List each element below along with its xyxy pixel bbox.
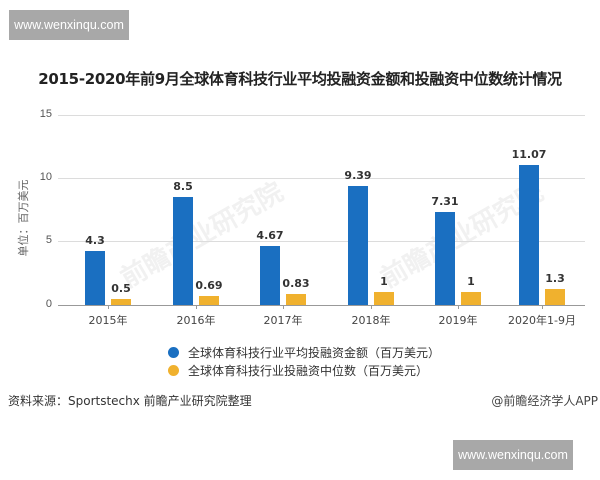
watermark-top: www.wenxinqu.com	[9, 10, 129, 40]
bar-average	[173, 197, 193, 305]
y-tick-0: 0	[45, 298, 52, 310]
x-tick-mark	[196, 305, 197, 309]
x-tick-label: 2015年	[88, 314, 128, 327]
bar-average	[260, 245, 280, 305]
data-label: 4.67	[256, 228, 284, 242]
bar-average	[435, 212, 455, 305]
data-label: 0.83	[282, 277, 310, 291]
x-tick-mark	[108, 305, 109, 309]
legend-item-median[interactable]: 全球体育科技行业投融资中位数（百万美元）	[168, 362, 428, 379]
chart-title: 2015-2020年前9月全球体育科技行业平均投融资金额和投融资中位数统计情况	[38, 70, 562, 88]
x-tick-mark	[458, 305, 459, 309]
data-label: 1.3	[545, 271, 565, 285]
data-label: 1	[467, 275, 475, 289]
bar-average	[519, 164, 539, 305]
data-label: 4.3	[85, 233, 105, 247]
bar-median	[461, 292, 481, 305]
watermark-bottom: www.wenxinqu.com	[453, 440, 573, 470]
legend-label: 全球体育科技行业投融资中位数（百万美元）	[188, 364, 429, 378]
x-tick-mark	[371, 305, 372, 309]
x-tick-label: 2018年	[351, 314, 391, 327]
source-note: 资料来源：Sportstechx 前瞻产业研究院整理	[8, 394, 252, 408]
x-tick-label: 2016年	[176, 314, 216, 327]
x-tick-mark	[283, 305, 284, 309]
data-label: 8.5	[173, 180, 193, 194]
x-tick-label: 2017年	[263, 314, 303, 327]
gridline-10	[58, 178, 585, 179]
data-label: 7.31	[431, 195, 459, 209]
bar-median	[111, 298, 131, 305]
gridline-5	[58, 241, 585, 242]
data-label: 9.39	[344, 169, 372, 183]
gridline-15	[58, 115, 585, 116]
bar-median	[199, 296, 219, 305]
y-tick-15: 15	[39, 108, 52, 120]
data-label: 1	[380, 275, 388, 289]
data-label: 0.69	[195, 279, 223, 293]
legend-marker-gold-icon	[168, 365, 179, 376]
bar-average	[85, 250, 105, 305]
x-tick-label: 2020年1-9月	[508, 314, 576, 327]
legend-marker-blue-icon	[168, 347, 179, 358]
y-tick-10: 10	[39, 171, 52, 183]
bar-median	[374, 292, 394, 305]
x-tick-mark	[542, 305, 543, 309]
y-axis-label: 单位：百万美元	[17, 179, 30, 257]
data-label: 11.07	[511, 147, 547, 161]
legend-label: 全球体育科技行业平均投融资金额（百万美元）	[188, 346, 441, 360]
bar-average	[348, 186, 368, 305]
bar-median	[545, 288, 565, 305]
y-tick-5: 5	[45, 234, 52, 246]
data-label: 0.5	[111, 281, 131, 295]
x-axis-line	[58, 305, 585, 306]
bar-median	[286, 294, 306, 305]
x-tick-label: 2019年	[438, 314, 478, 327]
legend-item-average[interactable]: 全球体育科技行业平均投融资金额（百万美元）	[168, 344, 440, 361]
credit-note: @前瞻经济学人APP	[491, 394, 598, 408]
